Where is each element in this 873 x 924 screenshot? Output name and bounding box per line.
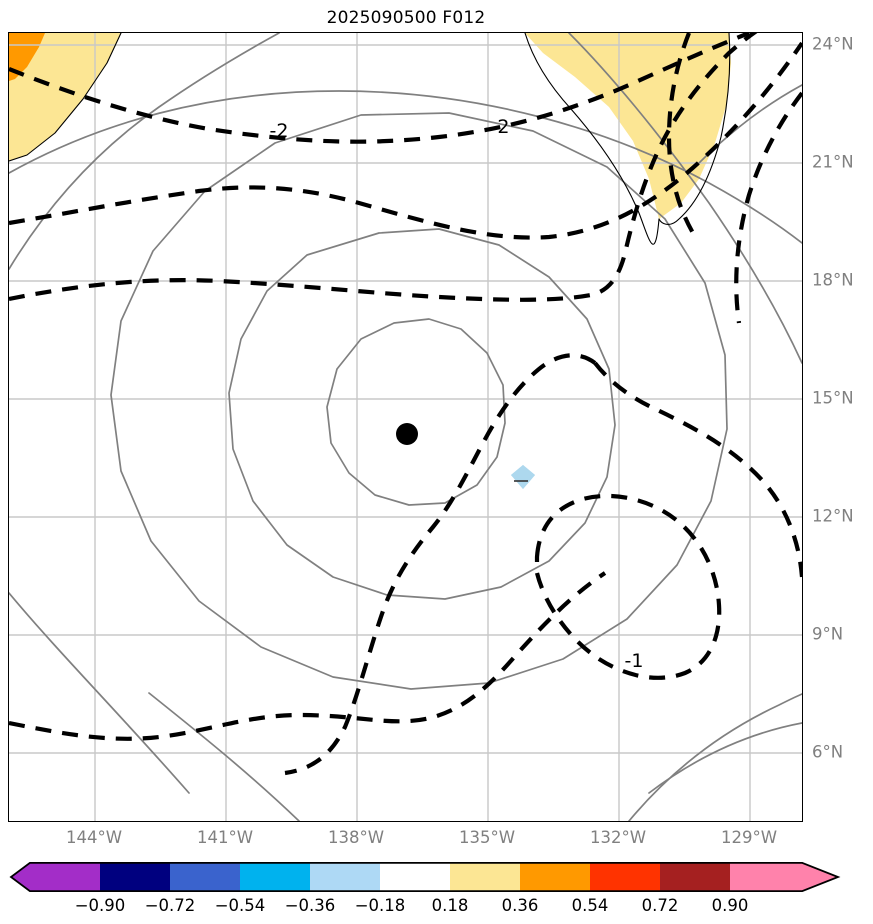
gray-contour-arc-top xyxy=(9,90,802,244)
ytick-label-18n: 18°N xyxy=(812,270,854,290)
colorbar-label-7: 0.54 xyxy=(571,896,609,915)
colorbar-label-4: −0.18 xyxy=(354,896,406,915)
ytick-label-21n: 21°N xyxy=(812,152,854,172)
colorbar-segment-7 xyxy=(520,862,590,892)
xtick-label-141w: 141°W xyxy=(196,828,254,847)
thin-zero-contour-layer xyxy=(9,33,731,245)
colorbar-segment-5 xyxy=(380,862,450,892)
colorbar[interactable] xyxy=(8,862,863,892)
chart-title: 2025090500 F012 xyxy=(326,8,486,28)
colorbar-segments xyxy=(11,862,838,892)
contour-label-minus1: -1 xyxy=(625,650,644,672)
colorbar-label-3: −0.36 xyxy=(284,896,336,915)
ytick-label-6n: 6°N xyxy=(812,742,844,762)
gray-contour-arc-bottomleft xyxy=(9,592,190,794)
dashed-contour-bottom xyxy=(9,571,607,741)
colorbar-outline xyxy=(9,862,841,892)
colorbar-label-2: −0.54 xyxy=(214,896,266,915)
gray-contour-ring-outer xyxy=(110,112,728,690)
gray-contour-arc-bottomleft2 xyxy=(148,692,300,821)
gray-contour-arc-bottomright2 xyxy=(648,722,802,794)
colorbar-label-6: 0.36 xyxy=(501,896,539,915)
ytick-label-24n: 24°N xyxy=(812,34,854,54)
colorbar-segment-10 xyxy=(730,862,838,892)
colorbar-segment-4 xyxy=(310,862,380,892)
colorbar-label-1: −0.72 xyxy=(144,896,196,915)
shaded-patch-yellow-topleft xyxy=(9,33,121,161)
colorbar-segment-6 xyxy=(450,862,520,892)
thin-contour-topright-a xyxy=(524,33,660,245)
shaded-patch-yellow-topright xyxy=(525,33,731,219)
colorbar-label-5: 0.18 xyxy=(431,896,469,915)
colorbar-label-8: 0.72 xyxy=(641,896,679,915)
colorbar-svg xyxy=(9,862,841,892)
ytick-label-12n: 12°N xyxy=(812,506,854,526)
colorbar-segment-1 xyxy=(100,862,170,892)
xtick-label-138w: 138°W xyxy=(327,828,385,847)
xtick-label-144w: 144°W xyxy=(65,828,123,847)
observation-diamond-marker[interactable] xyxy=(511,465,535,489)
dashed-contour-rightedge xyxy=(734,91,802,324)
gray-contour-arc-bottomright xyxy=(628,693,802,821)
contour-label-minus2-left: -2 xyxy=(270,120,289,142)
marker-layer[interactable] xyxy=(396,423,535,489)
gray-contour-arc-topright xyxy=(568,33,802,364)
contour-label-minus2-right: -2 xyxy=(491,116,510,138)
colorbar-segment-8 xyxy=(590,862,660,892)
map-contour-svg: -2 -2 -1 xyxy=(9,33,802,821)
gray-contour-ring-inner xyxy=(326,318,506,506)
gray-contour-ring-middle xyxy=(228,228,616,600)
dashed-contour-right xyxy=(593,361,802,578)
thin-contour-topleft xyxy=(9,33,122,162)
dashed-contour-upper-3 xyxy=(9,33,758,302)
map-plot-area[interactable]: -2 -2 -1 xyxy=(8,32,803,822)
colorbar-label-9: 0.90 xyxy=(711,896,749,915)
dashed-contour-layer xyxy=(9,33,802,776)
colorbar-segment-0 xyxy=(11,862,100,892)
ytick-label-15n: 15°N xyxy=(812,388,854,408)
colorbar-label-0: −0.90 xyxy=(74,896,126,915)
xtick-label-132w: 132°W xyxy=(589,828,647,847)
colorbar-segment-9 xyxy=(660,862,730,892)
dashed-contour-upper-2 xyxy=(9,41,802,240)
dashed-contour-oval-minus1 xyxy=(534,493,722,680)
xtick-label-135w: 135°W xyxy=(458,828,516,847)
xtick-label-129w: 129°W xyxy=(720,828,778,847)
storm-center-marker[interactable] xyxy=(396,423,418,445)
colorbar-segment-2 xyxy=(170,862,240,892)
colorbar-segment-3 xyxy=(240,862,310,892)
dashed-contour-topright-short xyxy=(666,33,695,235)
dashed-contour-upper-1 xyxy=(9,33,750,144)
contour-label-layer: -2 -2 -1 xyxy=(270,116,644,672)
dashed-contour-center xyxy=(284,353,597,776)
ytick-label-9n: 9°N xyxy=(812,624,844,644)
thin-contour-topright-b xyxy=(658,33,731,225)
